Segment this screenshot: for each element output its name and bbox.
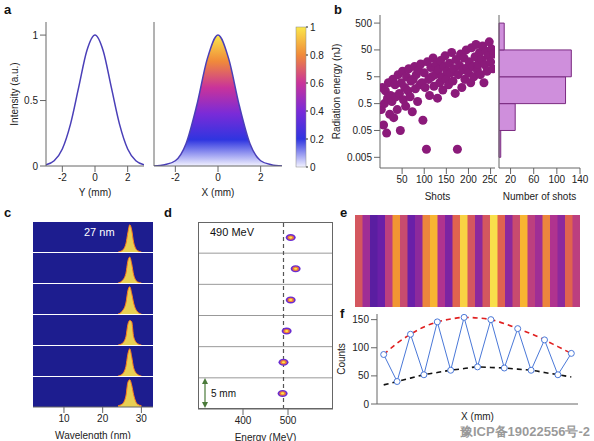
svg-text:50: 50 [397,174,409,185]
svg-text:Wavelength (nm): Wavelength (nm) [55,430,131,439]
svg-text:-2: -2 [171,172,180,183]
svg-text:400: 400 [235,415,252,426]
html-text:d: d [164,205,172,220]
html-text:a: a [4,2,12,17]
svg-text:150: 150 [438,174,455,185]
svg-text:0.05: 0.05 [353,125,373,136]
svg-text:Energy (MeV): Energy (MeV) [235,432,297,441]
svg-text:Counts: Counts [336,343,347,375]
svg-text:150: 150 [352,314,369,325]
svg-text:500: 500 [280,415,297,426]
svg-text:0.2: 0.2 [310,134,324,145]
svg-text:0.4: 0.4 [310,106,324,117]
svg-text:0.8: 0.8 [310,50,324,61]
svg-text:50: 50 [361,44,373,55]
svg-text:Intensity (a.u.): Intensity (a.u.) [9,62,20,125]
html-text:e: e [340,205,348,220]
svg-text:Radiation energy (nJ): Radiation energy (nJ) [331,44,342,140]
svg-text:1: 1 [32,30,38,41]
html-text:b: b [334,2,342,17]
svg-text:100: 100 [352,342,369,353]
svg-text:5 mm: 5 mm [211,388,236,399]
svg-text:100: 100 [416,174,433,185]
svg-text:20: 20 [97,413,109,424]
html-text:27 nm: 27 nm [84,226,115,238]
svg-text:1: 1 [310,22,316,33]
html-text:490 MeV: 490 MeV [210,226,254,238]
svg-text:Shots: Shots [425,191,451,200]
html-text:豫ICP备19022556号-2: 豫ICP备19022556号-2 [459,424,590,439]
svg-text:X (mm): X (mm) [461,411,494,422]
svg-text:-2: -2 [58,172,67,183]
svg-text:100: 100 [549,174,566,185]
svg-text:10: 10 [58,413,70,424]
svg-text:0: 0 [363,399,369,410]
svg-text:2: 2 [258,172,264,183]
svg-text:2: 2 [125,172,131,183]
svg-text:60: 60 [528,174,540,185]
svg-text:0.5: 0.5 [24,95,38,106]
svg-text:50: 50 [358,370,370,381]
svg-text:X (mm): X (mm) [202,187,235,198]
svg-text:500: 500 [355,18,372,29]
svg-text:200: 200 [460,174,477,185]
svg-text:0: 0 [310,162,316,173]
svg-text:0.6: 0.6 [310,78,324,89]
svg-text:5: 5 [366,71,372,82]
svg-text:0: 0 [215,172,221,183]
html-text:c: c [4,205,12,220]
svg-text:0.5: 0.5 [358,98,372,109]
svg-text:30: 30 [136,413,148,424]
html-text:f: f [340,306,345,321]
svg-text:140: 140 [572,174,586,185]
svg-text:250: 250 [482,174,497,185]
svg-text:Number of shots: Number of shots [503,191,576,200]
svg-text:0.005: 0.005 [347,152,372,163]
svg-text:0: 0 [32,161,38,172]
svg-text:20: 20 [505,174,517,185]
svg-text:0: 0 [92,172,98,183]
svg-text:Y (mm): Y (mm) [79,187,112,198]
